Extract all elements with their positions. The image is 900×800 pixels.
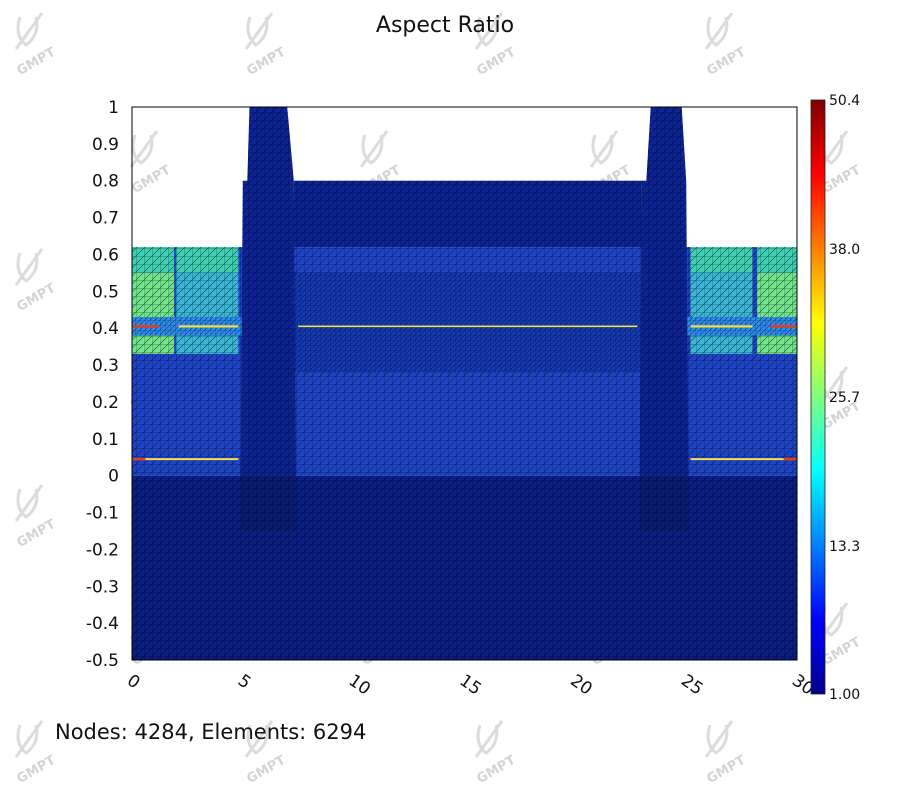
mesh-region-12	[690, 247, 753, 273]
x-tick-label-3: 15	[456, 671, 485, 700]
x-tick-label-5: 25	[677, 671, 706, 700]
y-tick-label-11: -0.1	[86, 504, 119, 524]
x-tick-label-4: 20	[566, 671, 595, 700]
mesh-region-18	[240, 107, 296, 476]
svg-text:GMPT: GMPT	[129, 163, 173, 197]
mesh-region-7	[132, 272, 175, 318]
colorbar-label-4: 1.00	[829, 687, 860, 703]
svg-text:GMPT: GMPT	[14, 517, 58, 551]
mesh-region-8	[132, 335, 175, 355]
watermark-mark-26: GMPT	[474, 720, 518, 787]
watermark-mark-27: GMPT	[704, 720, 748, 787]
watermark-mark-7: GMPT	[819, 130, 863, 197]
mesh-region-13	[690, 272, 753, 318]
x-tick-label-2: 10	[345, 671, 374, 700]
svg-text:GMPT: GMPT	[819, 163, 863, 197]
x-axis-ticks: 0 5 10 15 20 25 30	[123, 671, 817, 700]
watermark-mark-16: GMPT	[14, 484, 58, 551]
plot-frame	[131, 106, 798, 661]
y-tick-label-13: -0.3	[86, 577, 119, 597]
mesh-region-16	[757, 272, 797, 318]
y-tick-label-12: -0.2	[86, 540, 119, 560]
y-tick-label-1: 0.9	[92, 135, 119, 155]
mesh-stats-footer: Nodes: 4284, Elements: 6294	[55, 720, 366, 744]
mesh-region-14	[690, 335, 753, 355]
y-tick-label-15: -0.5	[86, 651, 119, 671]
svg-text:GMPT: GMPT	[474, 753, 518, 787]
mesh-region-19	[639, 107, 689, 476]
colorbar-label-1: 38.0	[829, 242, 860, 258]
y-tick-label-10: 0	[108, 467, 119, 487]
watermark-mark-23: GMPT	[819, 602, 863, 669]
mesh-region-0	[132, 475, 797, 660]
mesh-region-6	[132, 247, 175, 273]
watermark-mark-1: GMPT	[244, 12, 288, 79]
mesh-region-11	[176, 335, 239, 355]
mesh-regions	[132, 107, 797, 660]
mesh-region-2	[293, 180, 642, 248]
svg-text:GMPT: GMPT	[704, 753, 748, 787]
svg-text:GMPT: GMPT	[704, 45, 748, 79]
y-tick-label-0: 1	[108, 98, 119, 118]
y-axis-ticks: 1 0.9 0.8 0.7 0.6 0.5 0.4 0.3 0.2 0.1 0 -0.1 -0.2 -0.…	[86, 98, 119, 671]
colorbar	[810, 99, 826, 695]
svg-text:GMPT: GMPT	[14, 281, 58, 315]
mesh-region-10	[176, 272, 239, 318]
watermark-mark-3: GMPT	[704, 12, 748, 79]
watermark-mark-4: GMPT	[129, 130, 173, 197]
y-tick-label-6: 0.4	[92, 319, 119, 339]
colorbar-labels: 50.4 38.0 25.7 13.3 1.00	[829, 93, 860, 703]
y-tick-label-14: -0.4	[86, 614, 119, 634]
colorbar-label-2: 25.7	[829, 390, 860, 406]
watermark-mark-0: GMPT	[14, 12, 58, 79]
x-tick-label-0: 0	[123, 671, 143, 694]
colorbar-label-0: 50.4	[829, 93, 860, 109]
mesh-region-15	[757, 247, 797, 273]
svg-text:GMPT: GMPT	[14, 753, 58, 787]
y-tick-label-7: 0.3	[92, 356, 119, 376]
y-tick-label-3: 0.7	[92, 209, 119, 229]
mesh-region-21	[639, 475, 689, 531]
svg-text:GMPT: GMPT	[244, 753, 288, 787]
x-tick-label-1: 5	[234, 671, 254, 694]
mesh-region-20	[240, 475, 297, 531]
y-tick-label-5: 0.5	[92, 282, 119, 302]
y-tick-label-2: 0.8	[92, 172, 119, 192]
y-tick-label-8: 0.2	[92, 393, 119, 413]
mesh-region-17	[757, 335, 797, 355]
chart-title: Aspect Ratio	[376, 13, 514, 38]
svg-text:GMPT: GMPT	[819, 635, 863, 669]
y-tick-label-9: 0.1	[92, 430, 119, 450]
colorbar-label-3: 13.3	[829, 539, 860, 555]
y-tick-label-4: 0.6	[92, 245, 119, 265]
watermark-mark-8: GMPT	[14, 248, 58, 315]
svg-text:GMPT: GMPT	[474, 45, 518, 79]
mesh-region-3	[242, 272, 687, 373]
watermark-mark-24: GMPT	[14, 720, 58, 787]
mesh-region-9	[176, 247, 239, 273]
svg-text:GMPT: GMPT	[14, 45, 58, 79]
svg-text:GMPT: GMPT	[244, 45, 288, 79]
